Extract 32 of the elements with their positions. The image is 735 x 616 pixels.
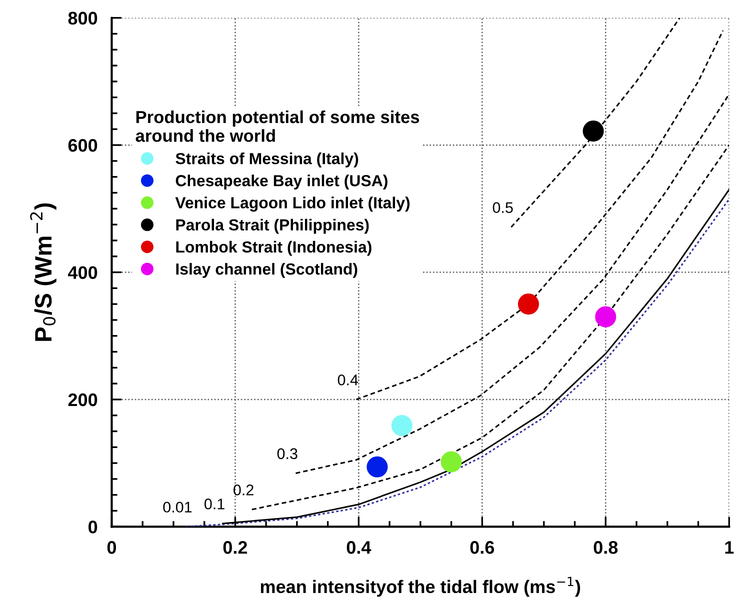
x-tick-label: 0.2 [223,541,248,554]
legend-label: Lombok Strait (Indonesia) [176,240,372,256]
series-label: 0.1 [204,498,224,510]
legend-title: Production potential of some sites around the world [136,110,420,142]
point [582,120,604,142]
x-axis-title: mean intensityof the tidal flow (ms$^{−1}$) [260,576,580,597]
x-tick-label: 0 [107,541,116,554]
x-tick-label: 0.6 [470,541,494,554]
point [440,451,462,472]
series-label: 0.01 [163,502,192,513]
legend-label: Chesapeake Bay inlet (USA) [176,174,388,190]
y-tick-label: 400 [68,266,98,279]
series-label: 0.5 [492,202,513,213]
x-tick-label: 1 [725,541,734,554]
point [366,456,388,478]
series-label: 0.4 [338,374,358,386]
point [391,415,412,436]
y-axis-title: P$_{0}$/S (Wm$^{−2}$) [30,203,56,341]
point [518,294,539,315]
legend-label: Venice Lagoon Lido inlet (Italy) [175,196,410,212]
series-label: 0.2 [234,484,254,496]
legend-label: Parola Strait (Philippines) [176,218,369,234]
y-tick-label: 800 [68,12,98,25]
y-tick-label: 600 [68,139,98,152]
y-tick-label: 200 [68,393,98,406]
legend-label: Straits of Messina (Italy) [176,152,358,168]
legend-label: Islay channel (Scotland) [176,262,358,278]
x-tick-label: 0.8 [594,541,618,554]
x-tick-label: 0.4 [346,541,372,554]
point [595,306,616,328]
series-label: 0.3 [277,448,298,460]
y-tick-label: 0 [88,520,98,534]
